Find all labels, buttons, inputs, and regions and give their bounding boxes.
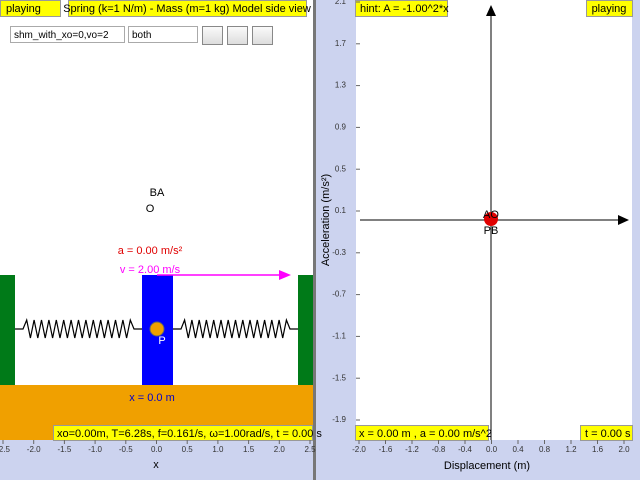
x-tick-label: -1.5 [58, 445, 72, 454]
title-box [68, 0, 307, 17]
acceleration: a = 0.00 m/s² [118, 245, 183, 257]
x-tick-label: -1.2 [405, 445, 419, 454]
step-button[interactable] [227, 26, 248, 45]
position: x = 0.0 m [129, 392, 175, 404]
velocity: v = 2.00 m/s [120, 264, 181, 276]
x-tick-label: -1.0 [88, 445, 102, 454]
velocity-arrow-head [279, 270, 291, 280]
preset-select[interactable]: shm_with_xo=0,vo=2 [10, 26, 125, 43]
y-tick-label: 0.9 [335, 123, 347, 132]
spring [173, 317, 298, 339]
x-tick-label: 1.2 [565, 445, 577, 454]
x-tick-label: -2.0 [352, 445, 366, 454]
y-tick-label: -0.3 [332, 248, 346, 257]
x-tick-label: -0.4 [458, 445, 472, 454]
x-tick-label: 0.0 [151, 445, 163, 454]
time-box [580, 425, 633, 441]
status-box [0, 0, 61, 17]
x-tick-label: -0.5 [119, 445, 133, 454]
preset: shm_with_xo=0,vo=2 [14, 30, 109, 41]
springs [15, 317, 298, 339]
right-edge [632, 0, 640, 480]
state-point [484, 212, 498, 226]
status: playing [592, 3, 627, 15]
right-y-axis-area [316, 0, 356, 480]
y-tick-label: 0.1 [335, 206, 347, 215]
x-tick-label: -1.6 [379, 445, 393, 454]
x-tick-label: 2.5 [304, 445, 316, 454]
left-wall [0, 275, 15, 385]
mass-point [149, 321, 165, 337]
x-axis-label: Displacement (m) [444, 460, 530, 472]
status: playing [6, 3, 41, 15]
label-o: O [146, 203, 155, 215]
x-tick-label: 1.6 [592, 445, 604, 454]
y-arrow-head [486, 5, 496, 16]
y-tick-label: -0.7 [332, 290, 346, 299]
y-tick-label: 0.5 [335, 164, 347, 173]
label-ba: BA [150, 187, 165, 199]
divider [313, 0, 316, 480]
label-pb: PB [484, 225, 499, 237]
x-arrow-head [618, 215, 629, 225]
y-tick-label: 1.7 [335, 39, 347, 48]
point-label: P [158, 335, 165, 347]
y-tick-label: -1.1 [332, 332, 346, 341]
info: xo=0.00m, T=6.28s, f=0.161/s, ω=1.00rad/… [57, 428, 322, 440]
x-tick-label: 0.4 [512, 445, 524, 454]
x-tick-label: 0.0 [486, 445, 498, 454]
y-tick-label: 2.1 [335, 0, 347, 6]
info-box [53, 425, 313, 441]
x-axis-label: x [153, 459, 159, 471]
x-tick-label: 1.0 [212, 445, 224, 454]
step-back-button[interactable] [202, 26, 223, 45]
y-tick-label: 1.3 [335, 81, 347, 90]
hint-box [355, 0, 448, 17]
right-x-axis-area [356, 440, 640, 480]
x-tick-label: 0.8 [539, 445, 551, 454]
mode: both [132, 30, 152, 41]
x-tick-label: 2.0 [618, 445, 630, 454]
y-tick-label: -1.9 [332, 415, 346, 424]
readout-box [355, 425, 489, 441]
y-tick-label: -1.5 [332, 373, 346, 382]
left-axis-area [0, 440, 313, 480]
right-wall [298, 275, 313, 385]
x-tick-label: 0.5 [182, 445, 194, 454]
spring [15, 317, 142, 339]
time: t = 0.00 s [585, 428, 631, 440]
mode-select[interactable]: both [128, 26, 198, 43]
x-tick-label: -2.5 [0, 445, 10, 454]
label-ao: AO [483, 209, 499, 221]
status-box [586, 0, 633, 17]
x-tick-label: -0.8 [432, 445, 446, 454]
reset-button[interactable] [252, 26, 273, 45]
hint: hint: A = -1.00^2*x [360, 3, 449, 15]
title: Spring (k=1 N/m) - Mass (m=1 kg) Model s… [63, 3, 311, 15]
x-tick-label: -2.0 [27, 445, 41, 454]
x-tick-label: 2.0 [274, 445, 286, 454]
readout: x = 0.00 m , a = 0.00 m/s^2 [359, 428, 492, 440]
x-tick-label: 1.5 [243, 445, 255, 454]
y-axis-label: Acceleration (m/s²) [320, 174, 332, 266]
